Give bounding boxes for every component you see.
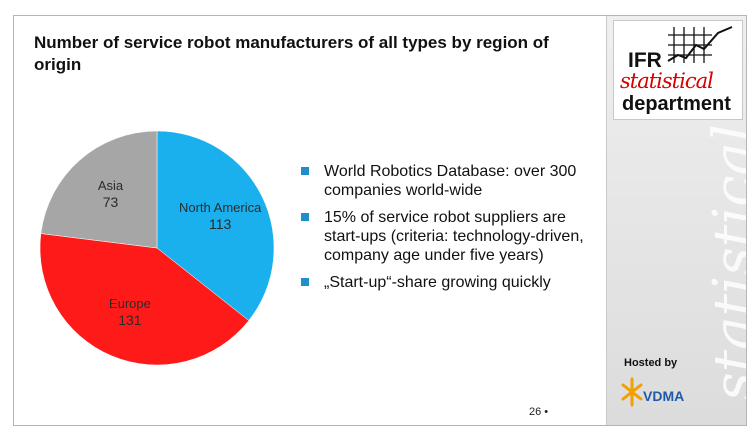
pie-slice-north-america <box>156 130 275 321</box>
logo-statistical-text: statistical <box>620 69 714 93</box>
bullet-item: „Start-up“-share growing quickly <box>301 273 586 292</box>
pie-label-north-america: North America 113 <box>160 199 280 233</box>
bullet-text: 15% of service robot suppliers are start… <box>324 209 584 264</box>
pie-label-value: 131 <box>118 311 142 328</box>
logo-ifr-text: IFR <box>628 49 662 72</box>
pie-label-value: 73 <box>102 194 119 211</box>
bullet-item: World Robotics Database: over 300 compan… <box>301 162 586 200</box>
page-number: 26 • <box>529 406 549 418</box>
bullet-square-icon <box>301 278 309 286</box>
bullet-text: World Robotics Database: over 300 compan… <box>324 163 577 199</box>
bullet-square-icon <box>301 213 309 221</box>
pie-chart <box>39 130 275 366</box>
pie-slice-asia <box>40 130 158 249</box>
pie-label-asia: Asia 73 <box>51 177 171 211</box>
sidebar: statistical IFR statistical department H… <box>606 16 747 425</box>
bullet-item: 15% of service robot suppliers are start… <box>301 208 586 265</box>
pie-label-name: Europe <box>108 295 151 311</box>
pie-label-europe: Europe 131 <box>70 295 190 329</box>
bullet-square-icon <box>301 167 309 175</box>
bullet-text: „Start-up“-share growing quickly <box>324 274 551 291</box>
bullet-list: World Robotics Database: over 300 compan… <box>301 162 586 300</box>
pie-label-name: Asia <box>97 178 124 194</box>
pie-label-name: North America <box>178 200 262 216</box>
pie-label-value: 113 <box>209 216 232 233</box>
watermark-text: statistical <box>702 124 747 401</box>
ifr-logo: IFR statistical department <box>613 20 743 120</box>
vdma-logo-text: VDMA <box>643 388 685 404</box>
pie-slice-europe <box>39 233 250 366</box>
hosted-by-label: Hosted by <box>624 357 678 369</box>
logo-department-text: department <box>622 93 731 115</box>
grid-chart-icon <box>667 26 733 63</box>
slide-title: Number of service robot manufacturers of… <box>34 33 549 74</box>
slide: Number of service robot manufacturers of… <box>13 15 747 426</box>
vdma-star-icon <box>621 377 643 407</box>
